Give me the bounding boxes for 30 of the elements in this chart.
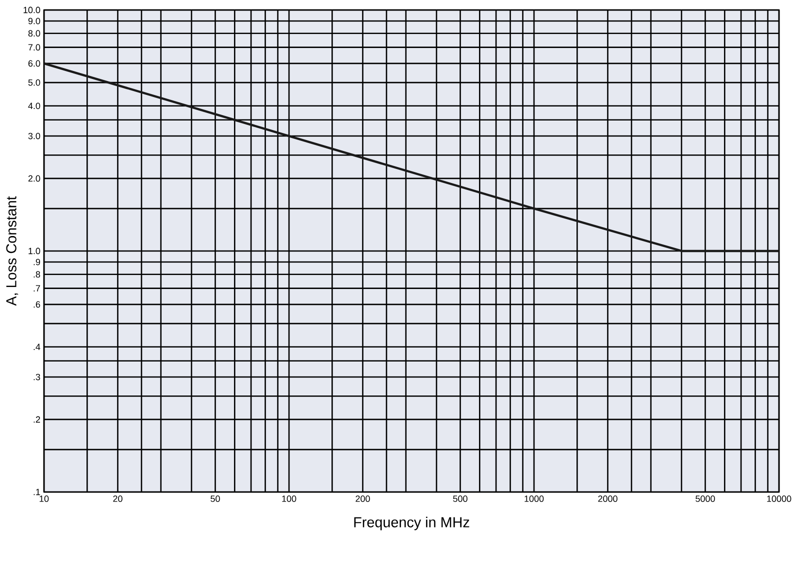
y-tick-label: 10.0 xyxy=(24,6,40,14)
y-tick-label: .9 xyxy=(34,258,40,266)
x-axis-title: Frequency in MHz xyxy=(354,516,470,530)
y-tick-label: .8 xyxy=(34,271,40,278)
x-tick-label: 500 xyxy=(453,496,468,502)
x-tick-label: 10 xyxy=(40,496,49,502)
y-tick-label: 3.0 xyxy=(28,132,40,140)
y-tick-label: 1.0 xyxy=(28,248,40,254)
y-tick-label: .6 xyxy=(34,301,40,308)
y-tick-label: 2.0 xyxy=(28,175,40,182)
y-tick-label: .7 xyxy=(34,285,40,292)
y-tick-label: .1 xyxy=(34,488,40,496)
y-tick-label: 5.0 xyxy=(28,79,40,86)
y-tick-label: 9.0 xyxy=(28,18,40,24)
y-tick-label: 4.0 xyxy=(28,102,40,110)
x-tick-label: 2000 xyxy=(598,496,618,502)
x-tick-label: 50 xyxy=(210,496,220,502)
y-axis-title: A, Loss Constant xyxy=(6,196,18,306)
x-tick-label: 10000 xyxy=(767,496,792,502)
y-tick-label: .3 xyxy=(34,374,40,380)
y-tick-label: .4 xyxy=(34,344,40,350)
y-tick-label: 6.0 xyxy=(28,60,40,67)
y-tick-label: 7.0 xyxy=(28,44,40,51)
y-tick-label: .2 xyxy=(34,416,40,423)
y-tick-label: 8.0 xyxy=(28,30,40,37)
x-tick-label: 1000 xyxy=(524,496,544,502)
x-tick-label: 200 xyxy=(356,496,370,502)
x-tick-label: 5000 xyxy=(696,496,715,502)
x-tick-label: 100 xyxy=(282,496,296,502)
x-tick-label: 20 xyxy=(113,496,122,502)
